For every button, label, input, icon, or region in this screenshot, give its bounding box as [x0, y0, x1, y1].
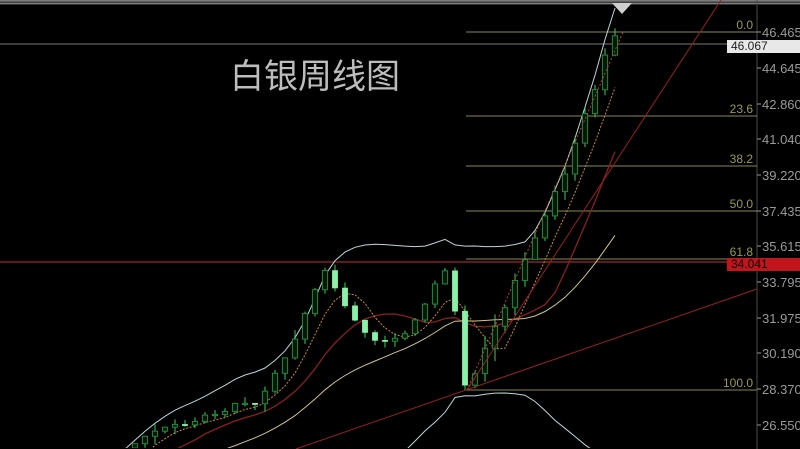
svg-text:30.190: 30.190 — [762, 346, 800, 361]
svg-text:37.435: 37.435 — [762, 204, 800, 219]
svg-text:44.645: 44.645 — [762, 61, 800, 76]
svg-text:100.0: 100.0 — [723, 376, 753, 390]
svg-text:28.370: 28.370 — [762, 382, 800, 397]
svg-text:白银周线图: 白银周线图 — [230, 58, 400, 96]
svg-text:26.550: 26.550 — [762, 418, 800, 433]
svg-text:31.975: 31.975 — [762, 311, 800, 326]
svg-text:33.795: 33.795 — [762, 275, 800, 290]
svg-text:41.040: 41.040 — [762, 132, 800, 147]
svg-text:38.2: 38.2 — [730, 152, 754, 166]
svg-text:0.0: 0.0 — [736, 18, 753, 32]
svg-text:23.6: 23.6 — [730, 102, 754, 116]
svg-text:46.067: 46.067 — [731, 39, 768, 53]
svg-text:39.220: 39.220 — [762, 168, 800, 183]
svg-text:42.860: 42.860 — [762, 97, 800, 112]
svg-text:46.465: 46.465 — [762, 25, 800, 40]
svg-text:34.041: 34.041 — [731, 257, 768, 271]
svg-text:50.0: 50.0 — [730, 197, 754, 211]
svg-text:35.615: 35.615 — [762, 239, 800, 254]
